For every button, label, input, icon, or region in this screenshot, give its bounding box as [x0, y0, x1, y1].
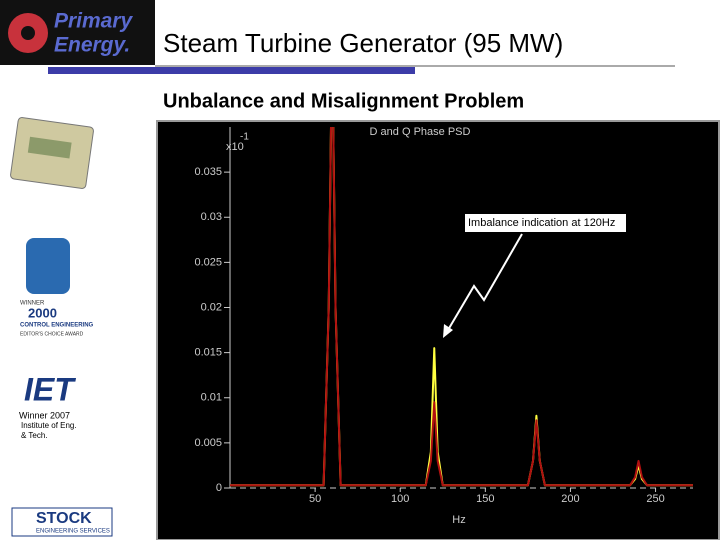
x-tick-label: 50: [309, 493, 321, 505]
annotation-arrow: [447, 233, 523, 331]
x-tick-label: 200: [561, 493, 579, 505]
award-text: EDITOR'S CHOICE AWARD: [20, 331, 84, 337]
iet-logo: IET: [24, 371, 76, 407]
x-tick-label: 250: [646, 493, 664, 505]
slide-title: Steam Turbine Generator (95 MW): [163, 28, 563, 58]
award-text: & Tech.: [21, 431, 48, 440]
annotation-box: [465, 214, 626, 232]
x-tick-label: 100: [391, 493, 409, 505]
x-tick-label: 150: [476, 493, 494, 505]
annotation-arrowhead: [443, 324, 453, 338]
y-tick-label: 0.005: [194, 437, 222, 449]
y-multiplier-exponent: -1: [240, 132, 249, 143]
stock-name: STOCK: [36, 510, 92, 527]
logo-text: Energy.: [54, 34, 130, 57]
award-text: Winner 2007: [19, 410, 70, 420]
slide-subtitle: Unbalance and Misalignment Problem: [163, 90, 524, 112]
y-multiplier: x10: [226, 141, 244, 153]
award-trophy: [26, 238, 70, 294]
y-tick-label: 0: [216, 482, 222, 494]
award-text: CONTROL ENGINEERING: [20, 323, 94, 329]
award-text: Institute of Eng.: [21, 421, 77, 430]
title-bar: [48, 67, 415, 74]
y-tick-label: 0.01: [201, 392, 222, 404]
stock-logo: [11, 507, 113, 537]
chart-bg: [156, 120, 720, 541]
device-screen: [27, 136, 72, 159]
award-text: 2000: [28, 305, 57, 320]
y-tick-label: 0.015: [194, 347, 222, 359]
plot-area: [230, 127, 693, 487]
logo-text: Primary: [54, 10, 134, 33]
series-line: [230, 127, 693, 487]
logo-icon-center: [21, 26, 35, 40]
annotation: Imbalance indication at 120Hz: [468, 217, 615, 229]
x-axis-label: Hz: [452, 514, 465, 526]
y-tick-label: 0.02: [201, 301, 222, 313]
chart-title: D and Q Phase PSD: [370, 126, 471, 138]
y-tick-label: 0.025: [194, 256, 222, 268]
stock-sub: ENGINEERING SERVICES: [36, 529, 110, 535]
award-text: WINNER: [20, 301, 45, 307]
y-tick-label: 0.03: [201, 211, 222, 223]
y-tick-label: 0.035: [194, 166, 222, 178]
